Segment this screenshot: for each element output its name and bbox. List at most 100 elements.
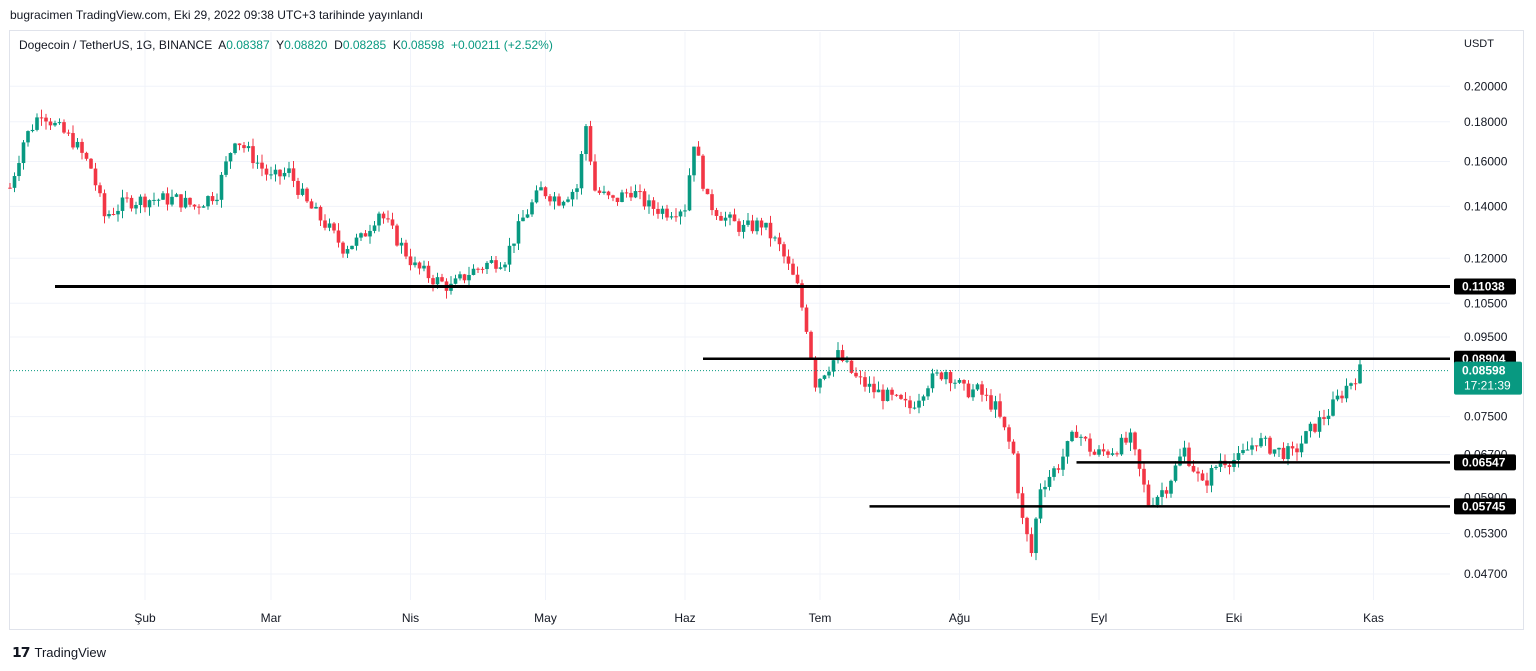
brand-name: TradingView <box>34 645 107 660</box>
candle-body <box>723 217 728 221</box>
candle-body <box>480 268 485 270</box>
candle-body <box>1110 453 1115 455</box>
candle-body <box>1016 453 1020 494</box>
candle-body <box>314 206 318 209</box>
candle-body <box>1227 465 1232 468</box>
y-tick-label: 0.10500 <box>1464 296 1508 310</box>
candle-body <box>368 230 372 237</box>
candle-body <box>1295 448 1299 453</box>
x-tick-label: Ağu <box>949 611 970 625</box>
candle-body <box>701 155 705 189</box>
change-value: +0.00211 (+2.52%) <box>450 38 553 52</box>
candle-body <box>516 221 521 244</box>
candle-body <box>116 210 120 215</box>
x-tick-label: Tem <box>809 611 832 625</box>
candle-body <box>1056 468 1061 470</box>
candle-body <box>1025 517 1029 535</box>
candle-body <box>210 196 215 202</box>
candle-body <box>1137 449 1142 469</box>
candle-body <box>323 220 327 228</box>
candle-body <box>566 199 570 202</box>
candle-body <box>440 277 444 282</box>
open-label: A <box>218 38 227 52</box>
candle-body <box>1326 415 1331 419</box>
candle-body <box>350 245 354 250</box>
candle-body <box>620 192 624 203</box>
candle-body <box>89 158 93 169</box>
candle-body <box>557 196 561 206</box>
candle-body <box>849 360 854 373</box>
candle-body <box>1196 471 1200 474</box>
candle-body <box>1259 438 1263 447</box>
candle-body <box>876 389 881 393</box>
candle-body <box>57 122 62 124</box>
candle-body <box>219 174 224 200</box>
candle-body <box>498 267 503 269</box>
candle-body <box>255 162 260 164</box>
candle-body <box>1079 436 1083 438</box>
y-tick-label: 0.18000 <box>1464 115 1508 129</box>
candle-body <box>48 121 53 126</box>
candle-body <box>899 394 903 399</box>
candle-body <box>836 350 840 361</box>
candle-body <box>809 331 813 359</box>
candle-body <box>1218 460 1223 467</box>
candle-body <box>692 146 696 176</box>
candle-body <box>989 395 993 410</box>
candle-body <box>1038 489 1043 519</box>
candle-body <box>1047 476 1052 487</box>
candle-body <box>1241 450 1245 454</box>
publish-line: bugracimen TradingView.com, Eki 29, 2022… <box>10 8 424 22</box>
level-tag-label: 0.11038 <box>1462 279 1505 293</box>
candle-body <box>21 142 26 164</box>
candle-body <box>318 206 323 221</box>
candle-body <box>1092 451 1097 455</box>
candle-body <box>467 274 471 281</box>
candle-body <box>179 194 183 208</box>
candle-body <box>260 162 264 169</box>
candle-body <box>345 249 350 254</box>
candle-body <box>336 230 341 243</box>
candle-body <box>881 389 885 402</box>
y-tick-label: 0.09500 <box>1464 330 1508 344</box>
candle-body <box>494 260 498 269</box>
candle-body <box>755 220 759 232</box>
candle-body <box>8 187 12 189</box>
candle-body <box>215 199 219 202</box>
x-tick-label: Eyl <box>1091 611 1108 625</box>
candle-body <box>12 176 17 188</box>
candle-body <box>359 233 363 238</box>
chart-frame <box>9 30 1524 630</box>
candle-body <box>152 199 156 201</box>
candle-body <box>471 268 476 275</box>
candle-body <box>1245 449 1250 451</box>
footer-brand[interactable]: 𝟭𝟳 TradingView <box>12 644 106 661</box>
candle-body <box>602 191 606 193</box>
candle-body <box>1034 518 1038 554</box>
candle-body <box>710 194 714 211</box>
candle-body <box>246 146 251 149</box>
countdown-label: 17:21:39 <box>1464 379 1511 393</box>
candle-body <box>341 242 345 254</box>
candle-body <box>597 190 602 193</box>
candle-body <box>237 143 242 146</box>
candle-body <box>26 131 30 143</box>
candle-body <box>282 172 287 177</box>
candle-body <box>570 191 575 200</box>
candle-body <box>332 223 336 231</box>
candle-body <box>1160 490 1164 497</box>
candle-body <box>872 383 876 393</box>
candle-body <box>431 278 435 285</box>
candle-body <box>264 168 269 175</box>
candle-body <box>984 394 989 396</box>
candle-body <box>939 372 944 380</box>
x-tick-label: Eki <box>1226 611 1243 625</box>
candle-body <box>1029 534 1034 554</box>
candle-body <box>273 169 278 175</box>
candle-body <box>831 360 836 372</box>
candle-body <box>93 168 98 186</box>
candle-body <box>804 307 809 332</box>
candle-body <box>381 213 386 219</box>
candle-body <box>1187 447 1191 466</box>
